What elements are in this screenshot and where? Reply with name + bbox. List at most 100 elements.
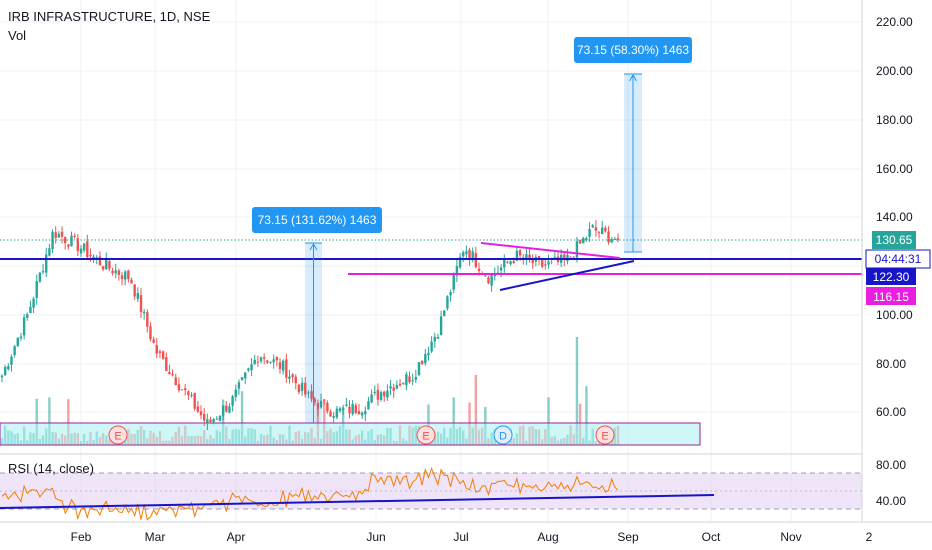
candle-body: [26, 314, 29, 318]
candle-body: [45, 254, 48, 273]
candle-body: [57, 233, 61, 238]
price-tick: 140.00: [876, 210, 913, 224]
candle-body: [262, 357, 266, 359]
candle-body: [607, 231, 610, 243]
candle-body: [48, 248, 51, 256]
candle-body: [351, 403, 354, 415]
cyan-range-box[interactable]: [0, 422, 701, 446]
candle-body: [41, 270, 45, 273]
rsi-tick: 80.00: [876, 458, 906, 472]
candle-body: [174, 377, 177, 386]
volume-bar: [547, 397, 550, 445]
price-axis[interactable]: 220.00 200.00 180.00 160.00 140.00 100.0…: [876, 15, 913, 508]
candle-body: [139, 295, 143, 313]
candle-body: [114, 270, 117, 274]
candle-body: [540, 258, 544, 267]
candle-body: [591, 225, 594, 228]
candle-body: [585, 238, 588, 240]
candle-body: [588, 228, 591, 237]
candle-body: [13, 346, 16, 356]
candle-body: [354, 405, 358, 414]
candle-body: [341, 408, 345, 410]
candle-body: [202, 414, 206, 421]
candle-body: [297, 384, 301, 393]
candle-body: [493, 274, 496, 277]
candle-body: [98, 256, 102, 266]
candle-body: [105, 259, 108, 270]
candle-body: [165, 357, 168, 372]
candle-body: [370, 394, 373, 403]
candle-body: [171, 373, 174, 376]
candle-body: [313, 398, 316, 403]
candle-body: [446, 296, 449, 309]
candle-body: [490, 274, 493, 286]
candle-body: [272, 359, 275, 363]
candle-body: [487, 277, 490, 284]
rsi-trendline[interactable]: [0, 494, 715, 509]
time-tick: Mar: [145, 530, 166, 544]
candle-body: [575, 241, 579, 258]
volume-bar: [35, 398, 38, 445]
measure-tool-left[interactable]: 73.15 (131.62%) 1463: [252, 207, 382, 423]
candle-body: [29, 306, 32, 314]
candle-body: [190, 395, 193, 397]
candle-body: [60, 231, 64, 237]
candle-body: [326, 402, 329, 412]
event-marker-dividend[interactable]: D: [493, 425, 513, 445]
candle-body: [16, 337, 19, 346]
time-axis[interactable]: Feb Mar Apr Jun Jul Aug Sep Oct Nov 2: [71, 530, 873, 544]
candle-body: [307, 392, 310, 394]
event-marker-2[interactable]: E: [416, 425, 436, 445]
triangle-lower-line[interactable]: [499, 260, 635, 291]
candle-body: [578, 240, 582, 244]
volume-bar: [48, 397, 51, 445]
candle-body: [319, 400, 323, 408]
candle-body: [38, 272, 42, 282]
countdown-badge: 04:44:31: [865, 249, 931, 269]
candle-body: [379, 392, 383, 400]
candle-body: [32, 298, 35, 308]
candle-body: [0, 375, 4, 378]
candle-body: [142, 311, 146, 314]
candle-body: [206, 419, 209, 423]
candle-body: [168, 372, 171, 375]
volume-label: Vol: [8, 28, 26, 43]
candle-body: [250, 364, 253, 371]
candle-body: [256, 361, 260, 363]
volume-bar: [585, 386, 588, 445]
triangle-upper-line[interactable]: [480, 242, 621, 259]
event-marker-3[interactable]: E: [595, 425, 615, 445]
candle-body: [187, 391, 190, 396]
candle-body: [136, 293, 140, 299]
candle-body: [120, 275, 124, 280]
candle-body: [86, 241, 89, 258]
volume-bar: [240, 391, 244, 445]
candle-body: [386, 390, 389, 398]
candle-body: [323, 399, 326, 401]
candle-body: [433, 336, 436, 342]
candle-body: [430, 341, 433, 352]
candle-body: [484, 275, 487, 277]
price-tick: 160.00: [876, 162, 913, 176]
candle-body: [7, 366, 10, 370]
candle-body: [285, 359, 288, 378]
rsi-label: RSI (14, close): [8, 461, 94, 476]
candle-body: [537, 255, 541, 260]
candle-body: [184, 388, 187, 391]
symbol-title: IRB INFRASTRUCTURE, 1D, NSE: [8, 9, 211, 24]
candle-body: [458, 256, 462, 268]
time-tick: Apr: [227, 530, 246, 544]
candle-body: [360, 412, 364, 416]
candle-body: [465, 251, 468, 255]
candle-body: [259, 357, 263, 362]
candle-body: [288, 376, 291, 379]
measure-tool-right[interactable]: 73.15 (58.30%) 1463: [574, 37, 692, 253]
candle-body: [92, 256, 95, 259]
candle-body: [180, 389, 184, 391]
candle-body: [196, 406, 200, 412]
candle-body: [544, 264, 547, 266]
event-marker-1[interactable]: E: [108, 425, 128, 445]
measure-label-left: 73.15 (131.62%) 1463: [258, 213, 377, 227]
candle-body: [348, 406, 351, 414]
